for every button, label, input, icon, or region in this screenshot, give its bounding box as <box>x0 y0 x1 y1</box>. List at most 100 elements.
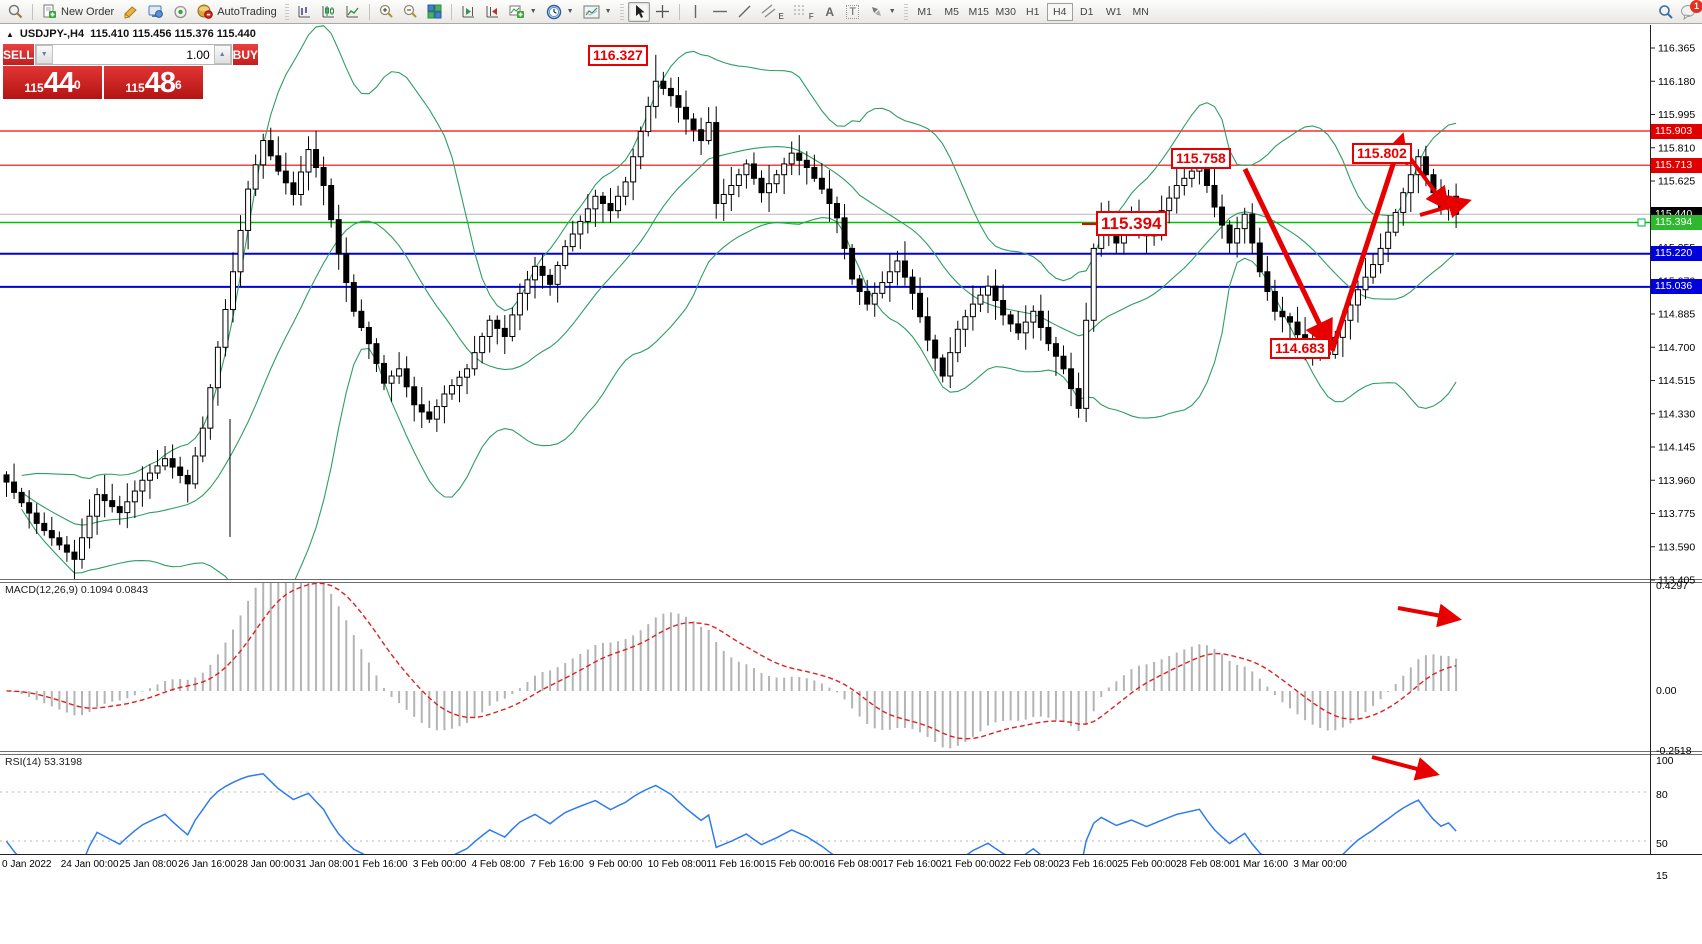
timeframe-M15[interactable]: M15 <box>968 5 989 18</box>
vertical-line-button[interactable] <box>685 2 707 22</box>
rsi-label: RSI(14) 53.3198 <box>5 756 82 768</box>
time-axis-label[interactable]: 0 Jan 2022 <box>2 859 52 870</box>
sell-button[interactable]: SELL <box>3 44 34 65</box>
equidistant-channel-button[interactable]: E <box>757 2 788 22</box>
drawn-arrow[interactable] <box>1371 755 1440 781</box>
new-chart-button[interactable]: ▼ <box>505 2 541 22</box>
collapse-triangle-icon[interactable]: ▲ <box>6 29 14 39</box>
time-axis-label[interactable]: 25 Feb 00:00 <box>1117 859 1176 870</box>
time-axis-label[interactable]: 25 Jan 08:00 <box>119 859 177 870</box>
time-axis-label[interactable]: 17 Feb 16:00 <box>883 859 942 870</box>
timeframe-W1[interactable]: W1 <box>1105 5 1122 18</box>
crosshair-button[interactable] <box>651 2 674 22</box>
time-axis-label[interactable]: 16 Feb 08:00 <box>824 859 883 870</box>
chart-window: 116.365 116.180 115.995 115.810 115.625 115.4… <box>0 25 1702 944</box>
trendline-button[interactable] <box>733 2 756 22</box>
periods-button[interactable]: ▼ <box>542 2 578 22</box>
drawn-arrow[interactable] <box>1419 195 1472 219</box>
timeframe-M1[interactable]: M1 <box>917 5 932 18</box>
drawn-arrow[interactable] <box>1403 149 1450 212</box>
drawn-arrow[interactable] <box>1242 167 1333 351</box>
time-axis-label[interactable]: 21 Feb 00:00 <box>941 859 1000 870</box>
time-axis-label[interactable]: 1 Mar 16:00 <box>1235 859 1289 870</box>
candle-body <box>1271 291 1278 312</box>
annotation-flag-115.802[interactable]: 115.802 <box>1352 143 1412 164</box>
tile-windows-button[interactable] <box>423 2 446 22</box>
cursor-button[interactable] <box>627 1 650 22</box>
candle-body <box>63 544 70 553</box>
candle-body <box>1166 197 1173 212</box>
candlestick-chart-button[interactable] <box>317 2 340 22</box>
time-axis-label[interactable]: 28 Feb 08:00 <box>1176 859 1235 870</box>
annotation-flag-115.758[interactable]: 115.758 <box>1171 148 1231 169</box>
chart-plot-area[interactable]: 116.365 116.180 115.995 115.810 115.625 115.4… <box>0 25 1702 905</box>
search-icon[interactable] <box>1658 4 1674 20</box>
candle-body <box>267 140 274 157</box>
panel-separators[interactable] <box>0 25 1702 855</box>
time-axis-label[interactable]: 28 Jan 00:00 <box>237 859 295 870</box>
metaeditor-button[interactable] <box>119 2 143 22</box>
auto-scroll-button[interactable] <box>481 2 504 22</box>
terminal-button[interactable] <box>144 2 168 22</box>
fibonacci-button[interactable]: F <box>789 2 818 22</box>
time-axis-label[interactable]: 23 Feb 16:00 <box>1059 859 1118 870</box>
sell-price-display[interactable]: 115 44 0 <box>3 66 102 99</box>
annotation-flag-114.683[interactable]: 114.683 <box>1270 338 1330 359</box>
arrows-tool-icon <box>871 7 881 16</box>
horizontal-line-button[interactable] <box>708 2 732 22</box>
zoom-in-button[interactable] <box>375 2 398 22</box>
timeframe-M5[interactable]: M5 <box>944 5 959 18</box>
volume-up-button[interactable]: ▲ <box>213 45 231 64</box>
bar-chart-button[interactable] <box>293 2 316 22</box>
zoom-out-button[interactable] <box>399 2 422 22</box>
time-axis-label[interactable]: 9 Feb 00:00 <box>589 859 643 870</box>
time-axis-label[interactable]: 22 Feb 08:00 <box>1000 859 1059 870</box>
new-order-button[interactable]: New Order <box>38 2 118 22</box>
chart-shift-button[interactable] <box>457 2 480 22</box>
volume-input[interactable] <box>52 45 214 64</box>
line-chart-icon <box>346 6 359 18</box>
candle-body <box>1022 321 1029 334</box>
toolbar-grip <box>619 3 624 20</box>
time-axis-label[interactable]: 31 Jan 08:00 <box>296 859 354 870</box>
buy-price-display[interactable]: 115 48 6 <box>104 66 203 99</box>
candle-body <box>713 122 720 204</box>
annotation-flag-115.394[interactable]: 115.394 <box>1096 211 1167 236</box>
candle-body <box>675 95 682 108</box>
line-chart-button[interactable] <box>341 2 364 22</box>
annotation-flag-116.327[interactable]: 116.327 <box>588 45 648 66</box>
time-axis-labels[interactable]: 0 Jan 2022 24 Jan 00:00 25 Jan 08:00 26 Jan… <box>2 859 1347 870</box>
templates-button[interactable]: ▼ <box>579 2 616 22</box>
time-axis-label[interactable]: 10 Feb 08:00 <box>648 859 707 870</box>
timeframe-D1[interactable]: D1 <box>1079 5 1094 18</box>
candle-body <box>418 404 425 413</box>
buy-button[interactable]: BUY <box>232 44 259 65</box>
arrows-button[interactable]: ▼ <box>865 2 900 22</box>
time-axis-label[interactable]: 7 Feb 16:00 <box>530 859 584 870</box>
autotrading-button[interactable]: AutoTrading <box>193 2 281 22</box>
notifications-button[interactable]: 1 <box>1680 0 1702 20</box>
timeframe-H1[interactable]: H1 <box>1025 5 1040 18</box>
timeframe-M30[interactable]: M30 <box>995 5 1016 18</box>
text-button[interactable]: A <box>819 2 841 22</box>
time-axis-label[interactable]: 24 Jan 00:00 <box>61 859 119 870</box>
signal-button[interactable] <box>169 2 192 22</box>
time-axis-label[interactable]: 11 Feb 16:00 <box>706 859 765 870</box>
drawn-arrow[interactable] <box>1329 132 1409 352</box>
time-axis-label[interactable]: 1 Feb 16:00 <box>354 859 408 870</box>
market-watch-icon-button[interactable] <box>4 2 27 22</box>
volume-down-button[interactable]: ▼ <box>35 45 53 64</box>
text-label-button[interactable]: T <box>842 2 864 22</box>
drawn-arrow[interactable] <box>1397 603 1462 628</box>
time-axis-label[interactable]: 26 Jan 16:00 <box>178 859 236 870</box>
time-axis-label[interactable]: 3 Mar 00:00 <box>1293 859 1347 870</box>
timeframe-MN[interactable]: MN <box>1132 5 1149 18</box>
time-axis-label[interactable]: 15 Feb 00:00 <box>765 859 824 870</box>
time-axis-label[interactable]: 4 Feb 08:00 <box>472 859 526 870</box>
text-tool-glyph: A <box>825 4 835 19</box>
timeframe-H4[interactable]: H4 <box>1046 2 1073 21</box>
time-axis-label[interactable]: 3 Feb 00:00 <box>413 859 467 870</box>
drawn-arrow-objects[interactable] <box>1242 132 1472 781</box>
candle-body <box>1068 368 1075 390</box>
hline-selection-handle[interactable] <box>1637 218 1646 227</box>
